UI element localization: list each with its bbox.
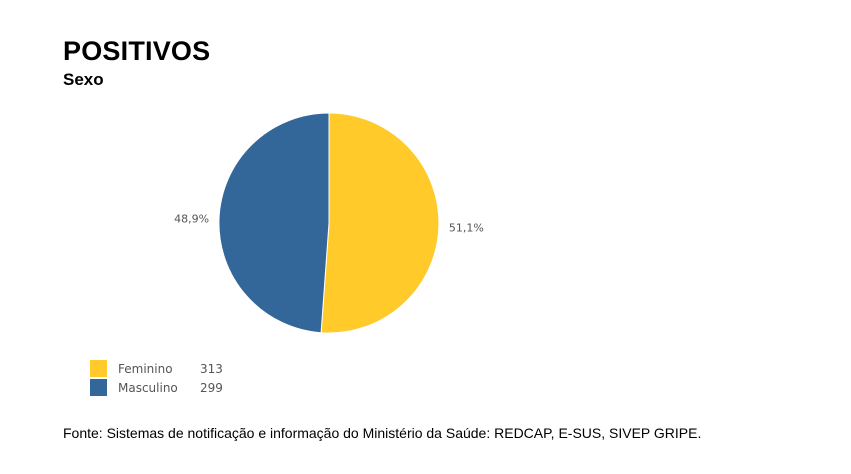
legend-swatch-masculino (90, 379, 107, 396)
pie-slice-masculino (218, 112, 330, 334)
legend-item-feminino: Feminino 313 (90, 359, 240, 378)
source-note: Fonte: Sistemas de notificação e informa… (63, 425, 702, 441)
page-title: POSITIVOS (63, 36, 211, 66)
legend-value-feminino: 313 (200, 361, 223, 376)
pie-slice-feminino (320, 112, 440, 334)
page-subtitle: Sexo (63, 70, 104, 89)
legend-item-masculino: Masculino 299 (90, 378, 240, 397)
legend-value-masculino: 299 (200, 380, 223, 395)
data-label-masculino: 48,9% (174, 213, 209, 226)
legend-label-masculino: Masculino (118, 380, 178, 395)
legend: Feminino 313 Masculino 299 (90, 359, 240, 397)
data-label-feminino: 51,1% (449, 221, 484, 234)
legend-swatch-feminino (90, 360, 107, 377)
legend-label-feminino: Feminino (118, 361, 173, 376)
